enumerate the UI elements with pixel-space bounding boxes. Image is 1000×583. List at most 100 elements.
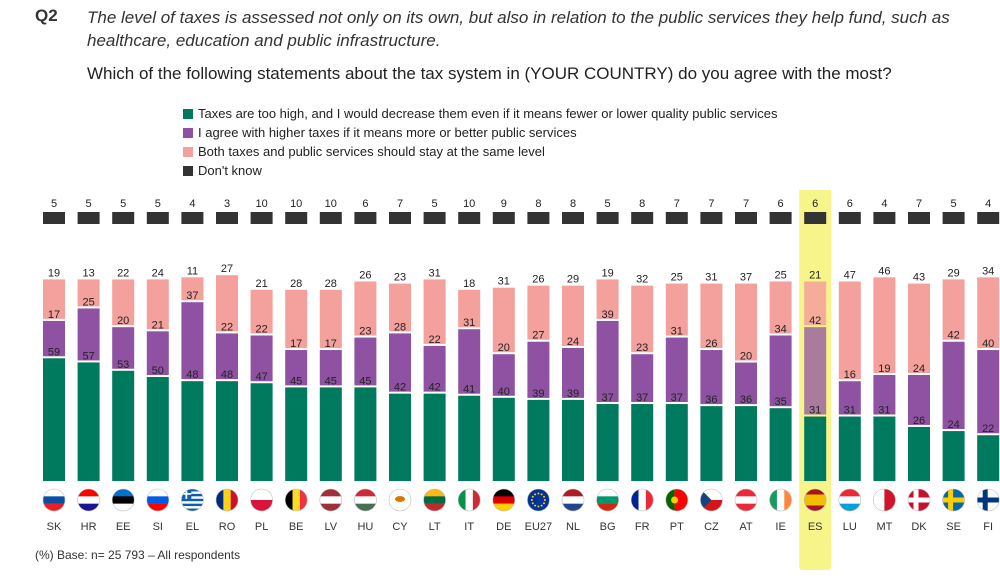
value-label-dont-know: 7 <box>397 198 403 210</box>
bar-segment-higher <box>319 350 342 386</box>
value-label-dont-know: 5 <box>155 198 161 210</box>
italy-flag-icon <box>457 488 481 512</box>
value-label-higher: 40 <box>982 338 994 350</box>
value-label-dont-know: 6 <box>812 198 818 210</box>
value-label-higher: 23 <box>636 342 648 354</box>
bar-segment-higher <box>458 329 481 394</box>
bar-segment-same <box>146 279 169 330</box>
value-label-dont-know: 7 <box>674 198 680 210</box>
bar-segment-decrease <box>250 383 273 481</box>
value-label-decrease: 37 <box>636 392 648 404</box>
value-label-decrease: 45 <box>325 375 337 387</box>
value-label-dont-know: 5 <box>120 198 126 210</box>
value-label-decrease: 26 <box>913 415 925 427</box>
value-label-same: 31 <box>428 267 440 279</box>
value-label-same: 22 <box>117 267 129 279</box>
value-label-dont-know: 5 <box>51 198 57 210</box>
bar-segment-higher <box>873 375 896 415</box>
bar-segment-decrease <box>319 387 342 481</box>
greece-flag-icon <box>181 488 204 512</box>
value-label-same: 18 <box>463 278 475 290</box>
value-label-same: 37 <box>740 272 752 284</box>
bar-segment-decrease <box>596 404 619 481</box>
bar-segment-decrease <box>216 381 238 481</box>
bar-segment-same <box>423 279 446 344</box>
bar-segment-dont-know <box>285 212 308 224</box>
bar-segment-dont-know <box>250 212 273 224</box>
bar-segment-decrease <box>942 431 965 481</box>
value-label-decrease: 39 <box>567 388 579 400</box>
bar-segment-decrease <box>735 406 757 481</box>
bar-segment-same <box>527 285 550 340</box>
bar-segment-dont-know <box>423 212 446 224</box>
bar-segment-dont-know <box>112 212 135 224</box>
value-label-higher: 22 <box>221 321 233 333</box>
category-label: DK <box>911 521 927 533</box>
value-label-same: 43 <box>913 272 925 284</box>
category-label: SI <box>153 521 163 533</box>
ireland-flag-icon <box>769 488 792 512</box>
bar-segment-decrease <box>458 395 481 481</box>
bar-segment-higher <box>596 320 619 403</box>
legend-label-same: Both taxes and public services should st… <box>198 144 545 159</box>
bar-segment-dont-know <box>43 212 65 224</box>
category-label: IT <box>464 521 474 533</box>
value-label-higher: 42 <box>809 315 821 327</box>
value-label-same: 25 <box>671 272 683 284</box>
bar-segment-higher <box>43 320 65 357</box>
austria-flag-icon <box>734 488 758 512</box>
bar-segment-same <box>181 277 204 301</box>
bar-segment-decrease <box>77 362 100 481</box>
chart-legend: Taxes are too high, and I would decrease… <box>183 104 778 180</box>
value-label-decrease: 53 <box>117 359 129 371</box>
value-label-same: 27 <box>221 263 233 275</box>
value-label-higher: 27 <box>532 330 544 342</box>
value-label-decrease: 48 <box>186 369 198 381</box>
czechia-flag-icon <box>700 488 723 512</box>
value-label-dont-know: 10 <box>290 198 302 210</box>
value-label-decrease: 36 <box>740 394 752 406</box>
bar-segment-decrease <box>389 393 411 481</box>
bar-segment-same <box>112 279 135 326</box>
legend-swatch-higher <box>183 127 193 138</box>
bar-segment-same <box>77 279 100 307</box>
denmark-flag-icon <box>907 488 931 512</box>
value-label-same: 21 <box>809 269 821 281</box>
bar-segment-decrease <box>873 416 896 481</box>
value-label-same: 24 <box>152 267 164 279</box>
bar-segment-same <box>838 281 861 380</box>
bar-segment-dont-know <box>665 212 688 224</box>
value-label-dont-know: 3 <box>224 198 230 210</box>
bar-segment-higher <box>77 308 100 361</box>
value-label-dont-know: 10 <box>325 198 337 210</box>
value-label-decrease: 59 <box>48 346 60 358</box>
bar-segment-dont-know <box>873 212 896 224</box>
value-label-higher: 28 <box>394 321 406 333</box>
category-label: RO <box>219 521 236 533</box>
bulgaria-flag-icon <box>596 488 619 512</box>
bar-segment-same <box>354 281 377 336</box>
value-label-decrease: 47 <box>255 371 267 383</box>
malta-flag-icon <box>873 488 896 512</box>
category-label: CZ <box>704 521 719 533</box>
slovenia-flag-icon <box>146 488 170 512</box>
bar-segment-dont-know <box>146 212 169 224</box>
bar-segment-higher <box>250 335 273 382</box>
category-label: HU <box>357 521 373 533</box>
bar-segment-decrease <box>977 435 1000 481</box>
bar-segment-decrease <box>908 426 930 481</box>
bar-segment-higher <box>942 341 965 430</box>
croatia-flag-icon <box>77 488 100 512</box>
bar-segment-higher <box>181 302 204 380</box>
category-label: BG <box>600 521 616 533</box>
value-label-decrease: 42 <box>428 382 440 394</box>
bar-segment-same <box>285 289 308 349</box>
bar-segment-higher <box>804 327 827 415</box>
category-label: NL <box>566 521 580 533</box>
category-label: ES <box>808 521 823 533</box>
category-label: BE <box>289 521 304 533</box>
bar-segment-dont-know <box>838 212 861 224</box>
legend-item-dont-know: Don't know <box>183 161 778 180</box>
bar-segment-same <box>43 279 65 319</box>
bar-segment-decrease <box>631 404 654 481</box>
